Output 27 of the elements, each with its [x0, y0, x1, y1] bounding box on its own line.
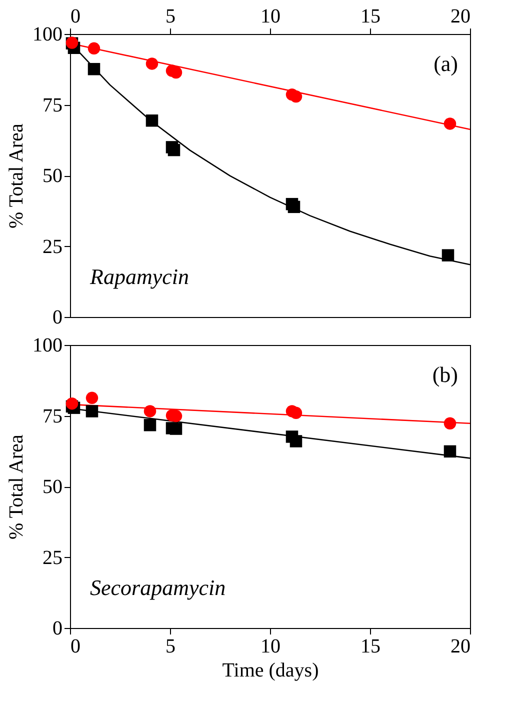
- x-tick-label: 20: [450, 6, 470, 28]
- annotation: Secorapamycin: [90, 575, 226, 600]
- annotation: (b): [432, 362, 458, 387]
- y-tick-label: 0: [52, 306, 62, 328]
- x-tick-label: 20: [450, 636, 470, 658]
- x-tick-label: 10: [260, 636, 280, 658]
- x-tick-label: 15: [360, 6, 380, 28]
- x-tick-label: 5: [166, 636, 176, 658]
- y-tick-label: 50: [42, 476, 62, 498]
- x-axis-title: Time (days): [222, 660, 319, 682]
- annotation: Rapamycin: [89, 264, 189, 289]
- x-tick-label: 0: [70, 6, 80, 28]
- y-axis-title: % Total Area: [6, 123, 28, 228]
- y-tick-label: 25: [42, 546, 62, 569]
- y-tick-label: 25: [42, 236, 62, 258]
- x-tick-label: 5: [166, 6, 176, 28]
- y-tick-label: 50: [42, 165, 62, 187]
- x-tick-label: 15: [360, 636, 380, 658]
- y-tick-label: 0: [52, 618, 62, 640]
- x-tick-label: 10: [260, 6, 280, 28]
- y-tick-label: 75: [42, 94, 62, 116]
- annotation: (a): [434, 51, 458, 76]
- y-tick-label: 100: [32, 334, 62, 356]
- y-tick-label: 75: [42, 405, 62, 428]
- x-tick-label: 0: [70, 636, 80, 658]
- y-tick-label: 100: [32, 24, 62, 46]
- y-axis-title: % Total Area: [6, 434, 28, 540]
